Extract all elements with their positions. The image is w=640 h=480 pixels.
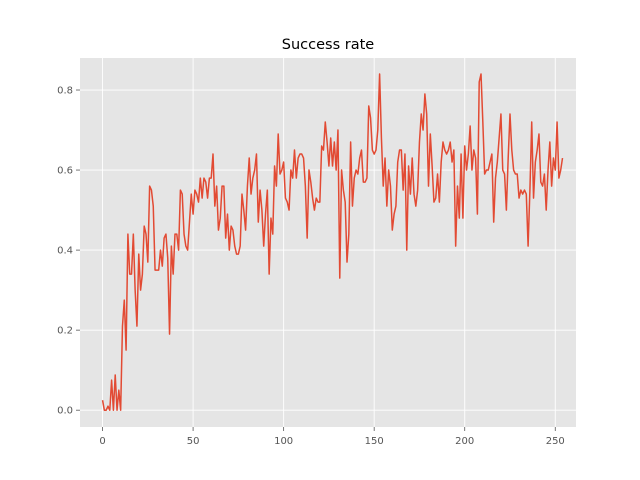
series-group [101, 73, 564, 411]
y-axis: 0.0 0.2 0.4 0.6 0.8 [57, 86, 80, 417]
x-axis: 0 50 100 150 200 250 [99, 427, 565, 447]
x-tick-label: 200 [455, 436, 474, 447]
y-tick-label: 0.0 [57, 406, 73, 417]
x-tick-label: 50 [187, 436, 200, 447]
x-tick-label: 0 [99, 436, 105, 447]
y-tick-label: 0.2 [57, 326, 73, 337]
y-tick-label: 0.6 [57, 166, 73, 177]
x-tick-label: 250 [546, 436, 565, 447]
y-tick-label: 0.8 [57, 86, 73, 97]
plot-area [80, 58, 576, 427]
success-rate-line [101, 73, 564, 411]
y-tick-label: 0.4 [57, 246, 73, 257]
x-tick-label: 150 [365, 436, 384, 447]
chart-title: Success rate [282, 37, 375, 53]
x-tick-label: 100 [274, 436, 293, 447]
grid-lines [80, 58, 576, 427]
